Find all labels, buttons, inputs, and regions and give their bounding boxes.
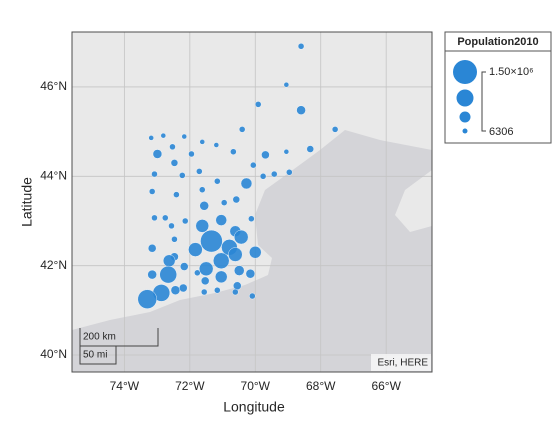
bubble (180, 262, 189, 271)
bubble (147, 269, 157, 280)
bubble (188, 150, 195, 158)
bubble (152, 149, 163, 159)
legend-bubble (456, 89, 474, 107)
legend-bubble (453, 60, 477, 84)
bubble (234, 265, 245, 276)
scalebar-label: 50 mi (83, 350, 107, 361)
bubble (228, 247, 243, 262)
legend-bubble (459, 111, 471, 123)
attribution: Esri, HERE (377, 358, 428, 369)
bubble (297, 43, 305, 50)
y-axis-label: Latitude (19, 177, 35, 227)
x-tick-label: 70°W (241, 379, 271, 393)
x-tick-label: 66°W (371, 379, 401, 393)
bubble (245, 269, 256, 279)
bubble (213, 142, 220, 148)
bubble (232, 195, 240, 204)
bubble (170, 285, 181, 295)
size-legend: Population2010 1.50×10⁶ 6306 (444, 31, 552, 144)
bubble (171, 236, 178, 243)
x-tick-label: 74°W (110, 379, 140, 393)
bubble (296, 105, 306, 115)
bubble (148, 188, 156, 195)
basemap (72, 32, 432, 372)
bubble (271, 170, 278, 178)
bubble (249, 292, 256, 300)
bubble (214, 287, 221, 294)
y-tick-label: 40°N (40, 347, 67, 361)
bubble (173, 191, 180, 198)
bubble (248, 215, 255, 222)
bubble (188, 242, 203, 257)
legend-title: Population2010 (457, 36, 538, 48)
bubble (200, 229, 223, 253)
bubble (151, 170, 158, 178)
axes-box (71, 31, 433, 373)
bubble (160, 132, 167, 139)
y-tick-label: 46°N (40, 79, 67, 93)
bubble (233, 281, 242, 290)
legend-bracket (481, 71, 486, 132)
bubble (179, 283, 188, 293)
bubble (283, 149, 290, 155)
ocean (72, 130, 432, 372)
bubble (283, 82, 290, 88)
bubble (147, 244, 157, 253)
legend-label: 6306 (489, 126, 513, 138)
land (395, 170, 432, 232)
bubble (259, 173, 267, 180)
bubble (201, 288, 208, 296)
bubble (230, 148, 237, 155)
bubble (159, 265, 177, 284)
x-tick-label: 72°W (175, 379, 205, 393)
scalebar-mi (79, 346, 117, 365)
bubble (249, 246, 262, 259)
bubble (162, 214, 169, 222)
attribution-box (371, 354, 431, 371)
bubble (232, 288, 239, 296)
bubble (137, 289, 157, 309)
bubble (238, 126, 246, 133)
bubble (201, 276, 210, 286)
bubble (198, 261, 214, 276)
bubble (168, 222, 175, 230)
bubble (214, 178, 221, 185)
bubble (240, 177, 253, 190)
bubble (179, 172, 186, 179)
legend-label: 1.50×10⁶ (489, 66, 534, 78)
scalebar-label: 200 km (83, 332, 116, 343)
x-axis-label: Longitude (223, 399, 285, 415)
bubble (199, 201, 209, 211)
bubble (261, 150, 270, 160)
scalebar-km (79, 328, 159, 347)
bubble (306, 145, 314, 153)
bubble (199, 186, 206, 193)
bubbles (137, 43, 339, 309)
bubble (195, 219, 209, 233)
bubble (331, 126, 339, 133)
bubble (213, 252, 230, 269)
y-tick-label: 44°N (40, 168, 67, 182)
bubble (151, 214, 158, 222)
bubble (286, 169, 293, 176)
bubble (255, 101, 262, 108)
bubble (148, 135, 154, 141)
bubble (170, 159, 179, 167)
bubble (250, 161, 257, 169)
bubble (220, 199, 228, 206)
scalebar: 200 km 50 mi (79, 328, 159, 365)
y-tick-label: 42°N (40, 258, 67, 272)
bubble (215, 214, 227, 226)
bubble (163, 254, 176, 267)
bubble (234, 229, 249, 245)
bubble (181, 133, 187, 140)
bubble (215, 270, 228, 284)
legend-bubble (462, 128, 468, 134)
bubble (199, 139, 205, 145)
bubble (169, 143, 176, 151)
bubble (196, 168, 203, 175)
x-tick-label: 68°W (306, 379, 336, 393)
bubble (182, 217, 189, 225)
